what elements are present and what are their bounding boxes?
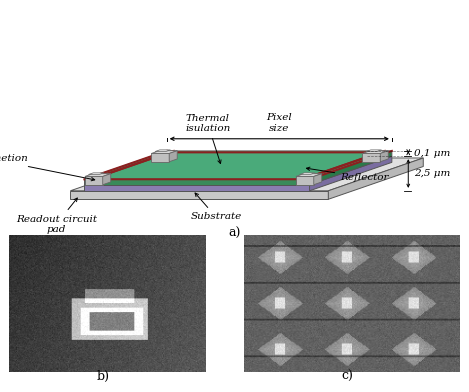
Text: a): a): [228, 227, 241, 240]
Polygon shape: [363, 154, 380, 162]
Polygon shape: [70, 158, 423, 191]
Text: Readout circuit
pad: Readout circuit pad: [16, 198, 97, 234]
Text: Substrate: Substrate: [190, 193, 242, 221]
Polygon shape: [300, 173, 315, 174]
Text: Reflector: Reflector: [306, 167, 389, 182]
Polygon shape: [328, 158, 423, 199]
Text: Interconnetion: Interconnetion: [0, 154, 95, 181]
Text: c): c): [341, 370, 353, 383]
Polygon shape: [314, 174, 322, 185]
Text: Pixel
size: Pixel size: [266, 113, 292, 133]
Text: Thermal
isulation: Thermal isulation: [185, 114, 230, 163]
Polygon shape: [169, 151, 177, 162]
Polygon shape: [89, 173, 104, 174]
Polygon shape: [151, 154, 169, 162]
Text: 0,1 μm: 0,1 μm: [414, 149, 450, 158]
Polygon shape: [85, 176, 103, 185]
Polygon shape: [296, 176, 314, 185]
Polygon shape: [363, 151, 388, 154]
Polygon shape: [155, 150, 170, 152]
Polygon shape: [151, 151, 177, 154]
Polygon shape: [84, 156, 392, 185]
Polygon shape: [103, 174, 111, 185]
Polygon shape: [85, 174, 111, 176]
Polygon shape: [84, 180, 310, 185]
Polygon shape: [84, 185, 310, 191]
Polygon shape: [380, 151, 388, 162]
Polygon shape: [84, 151, 392, 180]
Polygon shape: [70, 191, 328, 199]
Text: 2,5 μm: 2,5 μm: [414, 169, 450, 178]
Polygon shape: [310, 156, 392, 191]
Text: b): b): [97, 370, 110, 383]
Polygon shape: [296, 174, 322, 176]
Polygon shape: [366, 150, 381, 152]
Polygon shape: [310, 151, 392, 185]
